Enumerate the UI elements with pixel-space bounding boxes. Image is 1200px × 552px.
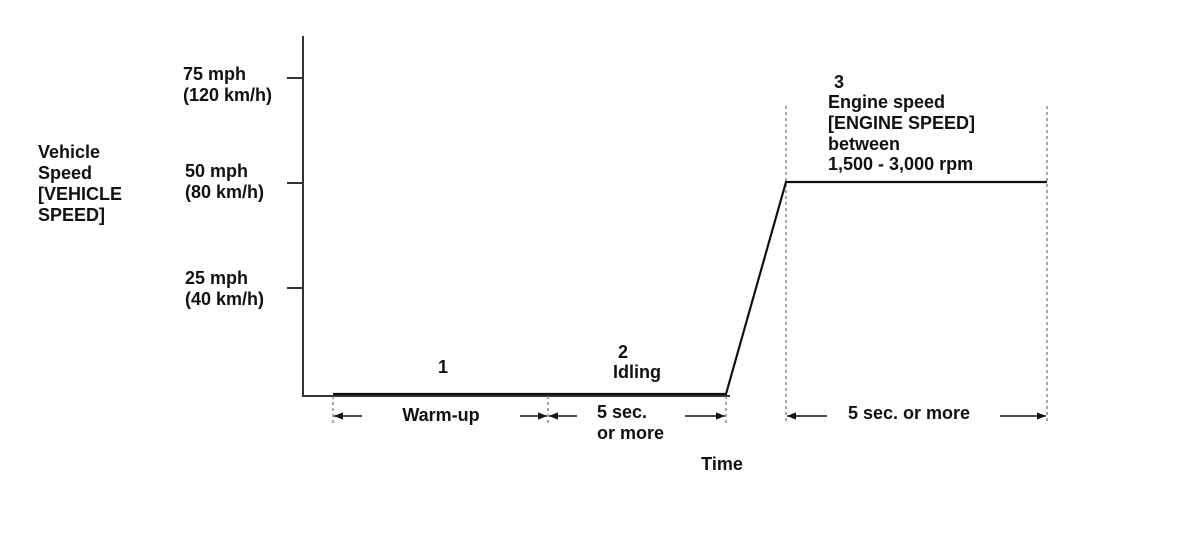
phase-3-label-line: Engine speed xyxy=(828,92,945,112)
interval-label-line: or more xyxy=(597,423,664,443)
y-axis-title-line: Speed xyxy=(38,163,92,183)
phase-3-label-line: between xyxy=(828,134,900,154)
phase-2-label: Idling xyxy=(613,362,661,382)
interval-label-phase-3: 5 sec. or more xyxy=(848,403,970,423)
speed-profile-line xyxy=(333,180,1047,396)
phase-1-number: 1 xyxy=(438,357,448,377)
y-axis-title-line: [VEHICLE xyxy=(38,184,122,204)
y-tick-label-mph: 50 mph xyxy=(185,161,248,181)
y-axis-title-line: SPEED] xyxy=(38,205,105,225)
phase-3-label-line: 1,500 - 3,000 rpm xyxy=(828,154,973,174)
phase-3-label-line: [ENGINE SPEED] xyxy=(828,113,975,133)
y-axis-title: Vehicle Speed [VEHICLE SPEED] xyxy=(38,142,122,225)
interval-label-warm-up: Warm-up xyxy=(402,405,479,425)
x-axis-title: Time xyxy=(701,454,743,474)
y-axis-title-line: Vehicle xyxy=(38,142,100,162)
y-tick-label-kmh: (120 km/h) xyxy=(183,85,272,105)
interval-label-line: 5 sec. xyxy=(597,402,647,422)
y-tick-label-mph: 75 mph xyxy=(183,64,246,84)
phase-2-number: 2 xyxy=(618,342,628,362)
y-tick-label-mph: 25 mph xyxy=(185,268,248,288)
phase-3-number: 3 xyxy=(834,72,844,92)
y-tick-label-kmh: (80 km/h) xyxy=(185,182,264,202)
y-tick-label-kmh: (40 km/h) xyxy=(185,289,264,309)
